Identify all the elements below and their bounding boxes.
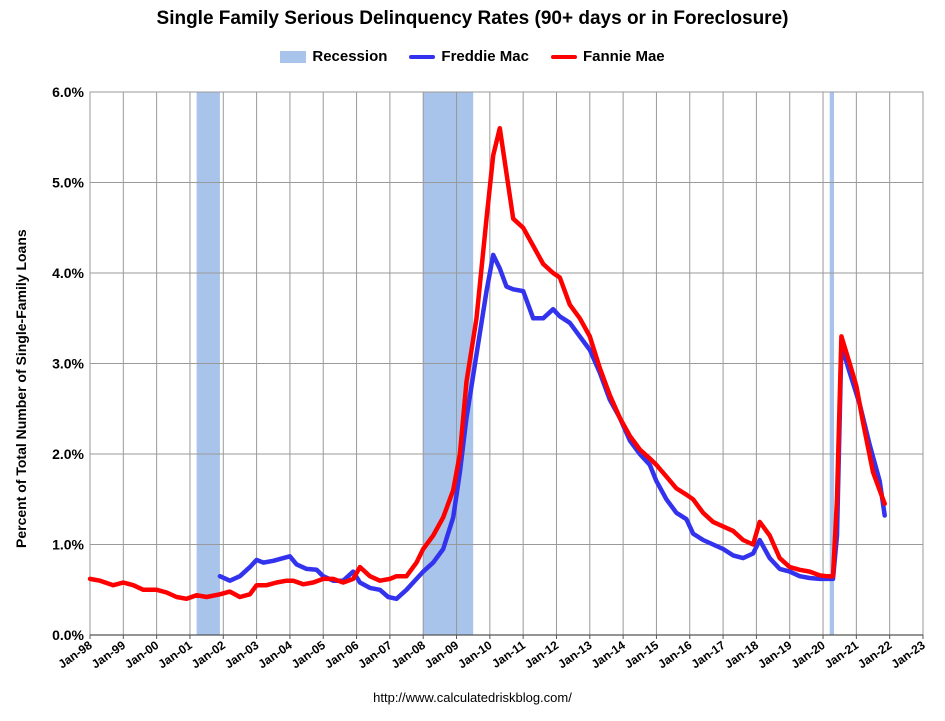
y-tick-label: 1.0% [52,537,84,553]
series-layer [87,125,887,602]
y-tick-label: 3.0% [52,356,84,372]
x-tick-label: Jan-08 [389,638,428,671]
x-tick-label: Jan-19 [755,638,794,671]
x-tick-label: Jan-23 [889,638,928,671]
x-tick-label: Jan-07 [355,638,394,671]
x-tick-label: Jan-13 [555,638,594,671]
x-tick-label: Jan-05 [289,638,328,671]
x-tick-label: Jan-20 [789,638,828,671]
legend-swatch-freddie [409,54,436,59]
x-tick-label: Jan-02 [189,638,228,671]
x-tick-label: Jan-14 [589,638,628,671]
x-tick-label: Jan-12 [522,638,561,671]
x-tick-label: Jan-18 [722,638,761,671]
legend-label-freddie: Freddie Mac [441,48,529,65]
legend-label-recession: Recession [312,48,388,65]
legend-item-freddie: Freddie Mac [409,48,529,65]
legend-swatch-fannie [550,54,577,59]
x-tick-label: Jan-04 [255,638,294,671]
y-axis-label: Percent of Total Number of Single-Family… [13,229,29,548]
y-tick-label: 2.0% [52,446,84,462]
legend: Recession Freddie Mac Fannie Mae [0,48,945,65]
legend-label-fannie: Fannie Mae [582,48,665,65]
x-tick-label: Jan-11 [489,638,528,671]
x-tick-label: Jan-03 [222,638,261,671]
x-tick-label: Jan-01 [155,638,194,671]
x-tick-label: Jan-22 [855,638,894,671]
x-tick-label: Jan-99 [89,638,128,671]
source-url: http://www.calculatedriskblog.com/ [373,690,572,705]
y-tick-label: 6.0% [52,84,84,100]
grid-layer [89,91,924,636]
x-tick-label: Jan-21 [822,638,861,671]
x-tick-label: Jan-09 [422,638,461,671]
y-tick-label: 0.0% [52,627,84,643]
x-tick-label: Jan-17 [689,638,728,671]
x-tick-label: Jan-16 [655,638,694,671]
x-tick-label: Jan-06 [322,638,361,671]
legend-item-recession: Recession [280,48,387,65]
x-tick-label: Jan-10 [455,638,494,671]
y-tick-label: 4.0% [52,265,84,281]
chart-title: Single Family Serious Delinquency Rates … [156,8,789,29]
x-tick-label: Jan-00 [122,638,161,671]
series-line-fannie-mae [87,125,887,602]
legend-swatch-recession [280,50,307,63]
legend-item-fannie: Fannie Mae [550,48,665,65]
y-tick-label: 5.0% [52,175,84,191]
x-tick-label: Jan-15 [622,638,661,671]
